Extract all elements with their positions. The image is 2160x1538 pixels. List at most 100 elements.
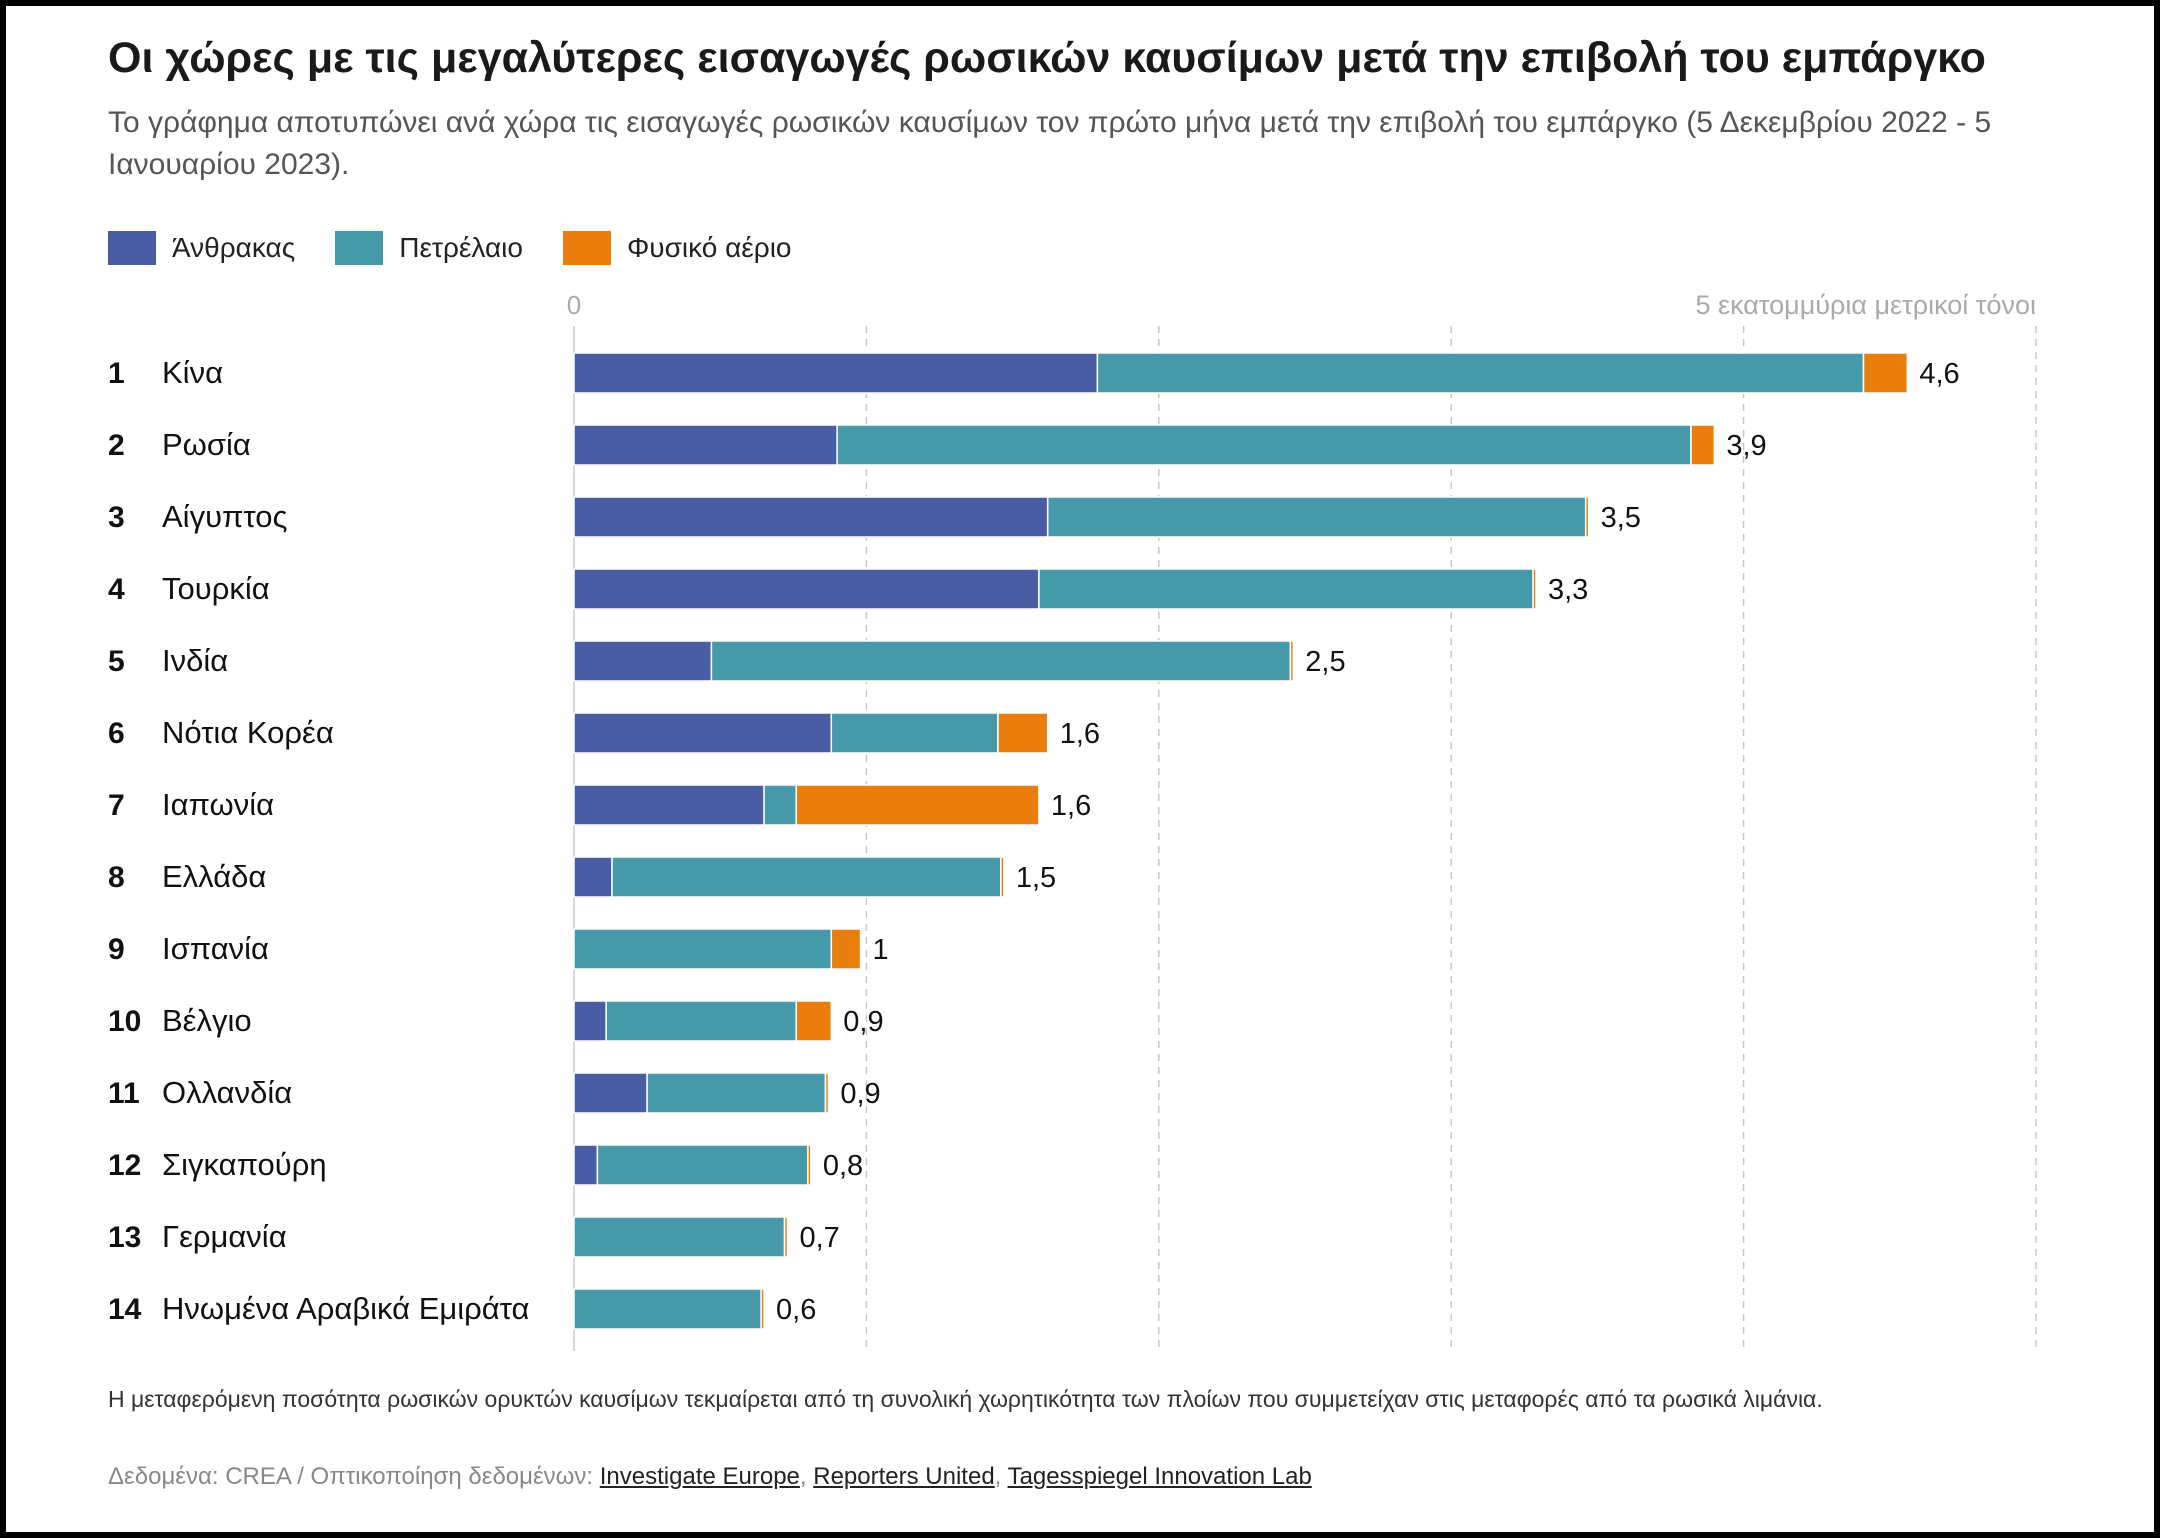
bar-segment-coal bbox=[573, 784, 765, 826]
bar-segment-gas bbox=[830, 928, 862, 970]
page-title: Οι χώρες με τις μεγαλύτερες εισαγωγές ρω… bbox=[108, 34, 1986, 82]
bar-segment-oil bbox=[836, 424, 1692, 466]
chart-frame: Οι χώρες με τις μεγαλύτερες εισαγωγές ρω… bbox=[6, 6, 2154, 1532]
credit-link-investigate-europe[interactable]: Investigate Europe bbox=[599, 1463, 800, 1490]
row-country-label: Ισπανία bbox=[162, 931, 269, 966]
bar-segment-gas bbox=[1862, 352, 1909, 394]
row-rank: 8 bbox=[108, 861, 125, 894]
bar-segment-gas bbox=[1000, 856, 1005, 898]
legend-swatch-oil bbox=[335, 231, 384, 265]
legend: Άνθρακας Πετρέλαιο Φυσικό αέριο bbox=[108, 230, 832, 266]
row-country-label: Νότια Κορέα bbox=[162, 715, 334, 750]
bar-segment-gas bbox=[824, 1072, 830, 1114]
viz-prefix: / Οπτικοποίηση δεδομένων: bbox=[297, 1463, 594, 1490]
row-total-label: 2,5 bbox=[1305, 646, 1345, 678]
row-total-label: 3,3 bbox=[1548, 574, 1588, 606]
bar-segment-gas bbox=[795, 784, 1040, 826]
bar-segment-oil bbox=[605, 1000, 797, 1042]
row-rank: 13 bbox=[108, 1221, 141, 1254]
bar-segment-oil bbox=[710, 640, 1292, 682]
bar-chart: 0 5 εκατομμύρια μετρικοί τόνοι 1 Κίνα 4,6 2 Ρω… bbox=[108, 290, 2037, 1351]
row-rank: 11 bbox=[108, 1077, 140, 1110]
row-total-label: 1,5 bbox=[1016, 862, 1056, 894]
bar-segment-oil bbox=[646, 1072, 827, 1114]
row-total-label: 1,6 bbox=[1051, 790, 1091, 822]
bar-segment-gas bbox=[1584, 496, 1590, 538]
legend-item-gas: Φυσικό αέριο bbox=[562, 231, 792, 265]
bar-segment-oil bbox=[596, 1144, 809, 1186]
bar-segment-coal bbox=[573, 712, 833, 754]
legend-label-coal: Άνθρακας bbox=[172, 232, 296, 263]
bar-segment-coal bbox=[573, 1144, 599, 1186]
bar-segment-oil bbox=[830, 712, 999, 754]
bar-segment-gas bbox=[783, 1216, 789, 1258]
legend-swatch-coal bbox=[108, 231, 156, 265]
row-total-label: 0,9 bbox=[843, 1006, 883, 1038]
bar-segment-oil bbox=[573, 928, 833, 970]
row-country-label: Ελλάδα bbox=[162, 859, 266, 894]
row-total-label: 1 bbox=[873, 934, 889, 966]
source-name: CREA bbox=[225, 1463, 291, 1490]
legend-label-oil: Πετρέλαιο bbox=[399, 232, 523, 263]
row-rank: 10 bbox=[108, 1005, 141, 1038]
bar-segment-gas bbox=[795, 1000, 833, 1042]
source-prefix: Δεδομένα: bbox=[108, 1463, 219, 1490]
source-line: Δεδομένα: CREA / Οπτικοποίηση δεδομένων:… bbox=[108, 1463, 1312, 1490]
credit-link-tagesspiegel[interactable]: Tagesspiegel Innovation Lab bbox=[1007, 1463, 1312, 1490]
row-rank: 5 bbox=[108, 645, 125, 678]
row-rank: 2 bbox=[108, 429, 125, 462]
row-total-label: 4,6 bbox=[1919, 358, 1959, 390]
row-country-label: Αίγυπτος bbox=[162, 499, 287, 534]
row-rank: 7 bbox=[108, 789, 125, 822]
axis-start-label: 0 bbox=[567, 290, 581, 320]
credit-link-reporters-united[interactable]: Reporters United bbox=[813, 1463, 995, 1490]
bar-segment-coal bbox=[573, 352, 1099, 394]
row-country-label: Ηνωμένα Αραβικά Εμιράτα bbox=[162, 1291, 529, 1326]
legend-label-gas: Φυσικό αέριο bbox=[626, 232, 792, 263]
row-country-label: Ολλανδία bbox=[162, 1075, 292, 1110]
chart-subtitle: Το γράφημα αποτυπώνει ανά χώρα τις εισαγ… bbox=[108, 106, 1992, 181]
row-total-label: 0,7 bbox=[799, 1222, 839, 1254]
bar-segment-coal bbox=[573, 424, 838, 466]
bar-segment-coal bbox=[573, 496, 1049, 538]
row-total-label: 3,5 bbox=[1601, 502, 1641, 534]
bar-segment-oil bbox=[1046, 496, 1587, 538]
row-country-label: Ρωσία bbox=[162, 427, 251, 462]
footnote: Η μεταφερόμενη ποσότητα ρωσικών ορυκτών … bbox=[108, 1386, 1823, 1412]
legend-item-oil: Πετρέλαιο bbox=[335, 231, 523, 265]
row-rank: 9 bbox=[108, 933, 125, 966]
bar-segment-coal bbox=[573, 856, 613, 898]
row-country-label: Σιγκαπούρη bbox=[162, 1147, 327, 1182]
bar-segment-oil bbox=[611, 856, 1002, 898]
bar-segment-gas bbox=[997, 712, 1049, 754]
bar-segment-coal bbox=[573, 1000, 607, 1042]
row-country-label: Ιαπωνία bbox=[162, 787, 274, 822]
legend-swatch-gas bbox=[562, 231, 611, 265]
row-rank: 6 bbox=[108, 717, 125, 750]
bar-segment-oil bbox=[1096, 352, 1865, 394]
bar-segment-coal bbox=[573, 640, 713, 682]
row-rank: 3 bbox=[108, 501, 125, 534]
row-total-label: 0,9 bbox=[840, 1078, 880, 1110]
row-country-label: Τουρκία bbox=[162, 571, 270, 606]
row-country-label: Βέλγιο bbox=[162, 1003, 252, 1038]
row-rank: 14 bbox=[108, 1293, 142, 1326]
bar-segment-gas bbox=[807, 1144, 812, 1186]
row-country-label: Γερμανία bbox=[162, 1219, 287, 1254]
axis-end-label: 5 εκατομμύρια μετρικοί τόνοι bbox=[1696, 290, 2036, 320]
bar-segment-gas bbox=[760, 1288, 765, 1330]
bar-segment-oil bbox=[573, 1288, 762, 1330]
bar-segment-gas bbox=[1532, 568, 1537, 610]
bar-segment-oil bbox=[573, 1216, 786, 1258]
row-rank: 12 bbox=[108, 1149, 141, 1182]
bar-segment-oil bbox=[763, 784, 797, 826]
legend-item-coal: Άνθρακας bbox=[108, 231, 295, 265]
row-rank: 4 bbox=[108, 573, 125, 606]
row-total-label: 0,8 bbox=[823, 1150, 863, 1182]
bar-segment-coal bbox=[573, 1072, 648, 1114]
bar-segment-gas bbox=[1289, 640, 1295, 682]
bar-segment-oil bbox=[1038, 568, 1534, 610]
row-total-label: 1,6 bbox=[1060, 718, 1100, 750]
row-country-label: Κίνα bbox=[162, 355, 223, 390]
row-total-label: 3,9 bbox=[1726, 430, 1766, 462]
